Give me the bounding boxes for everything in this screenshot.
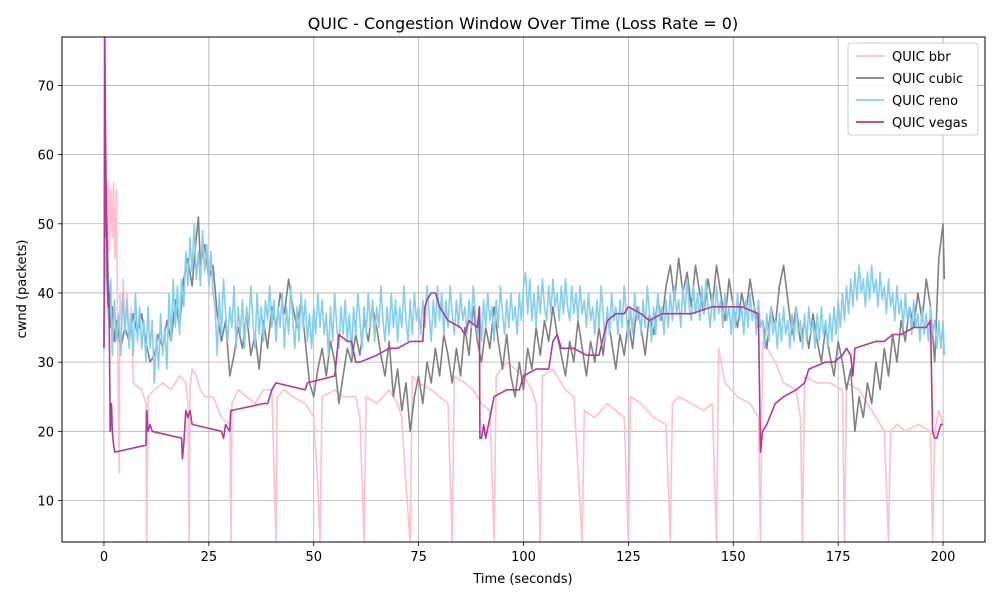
y-tick-label: 30	[37, 356, 54, 371]
legend-label-quic-bbr: QUIC bbr	[892, 50, 951, 65]
y-tick-label: 60	[37, 149, 54, 164]
y-tick-label: 70	[37, 79, 54, 94]
x-tick-label: 100	[511, 550, 536, 565]
data-series	[103, 37, 946, 542]
y-tick-label: 50	[37, 218, 54, 233]
series-line-quic-vegas	[103, 37, 943, 460]
legend: QUIC bbr QUIC cubic QUIC reno QUIC vegas	[847, 42, 979, 136]
series-line-quic-reno	[103, 223, 946, 384]
x-tick-label: 0	[100, 550, 108, 565]
legend-label-quic-vegas: QUIC vegas	[892, 116, 968, 131]
legend-label-quic-reno: QUIC reno	[892, 94, 958, 109]
x-tick-label: 150	[721, 550, 746, 565]
legend-box	[847, 42, 979, 136]
y-axis-title: cwnd (packets)	[15, 240, 30, 339]
x-tick-label: 125	[616, 550, 641, 565]
x-tick-label: 25	[201, 550, 218, 565]
chart-title: QUIC - Congestion Window Over Time (Loss…	[308, 14, 738, 33]
x-axis: 0 25 50 75 100 125 150 175 200	[100, 542, 956, 565]
x-axis-title: Time (seconds)	[472, 572, 572, 587]
y-tick-label: 20	[37, 425, 54, 440]
y-tick-label: 10	[37, 494, 54, 509]
legend-label-quic-cubic: QUIC cubic	[892, 72, 963, 87]
y-axis: 10 20 30 40 50 60 70	[37, 79, 62, 509]
series-line-quic-bbr	[103, 153, 944, 542]
y-tick-label: 40	[37, 287, 54, 302]
x-tick-label: 175	[826, 550, 851, 565]
x-tick-label: 50	[305, 550, 322, 565]
x-tick-label: 75	[410, 550, 427, 565]
x-tick-label: 200	[931, 550, 956, 565]
